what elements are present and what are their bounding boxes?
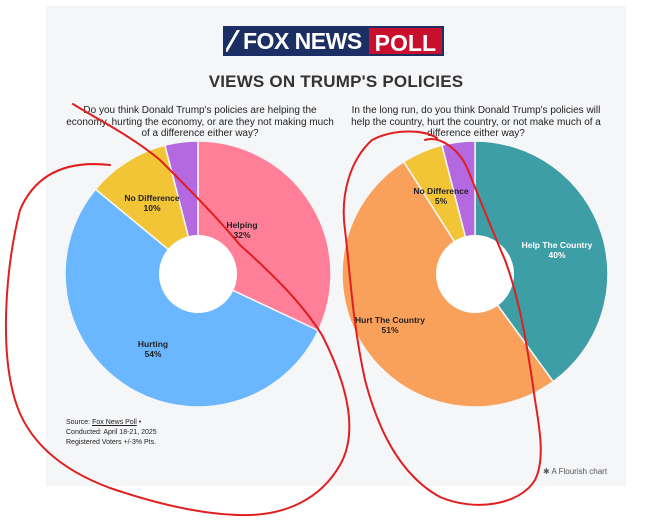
conducted-date: Conducted: April 18-21, 2025 bbox=[66, 429, 157, 436]
question-left: Do you think Donald Trump's policies are… bbox=[66, 105, 334, 139]
question-right: In the long run, do you think Donald Tru… bbox=[351, 105, 601, 139]
fox-news-poll-logo: FOX NEWS POLL bbox=[223, 26, 445, 56]
margin-of-error: Registered Voters +/-3% Pts. bbox=[66, 439, 157, 446]
red-ink-stroke bbox=[4, 103, 351, 517]
slice-label: Help The Country bbox=[522, 240, 593, 250]
donut-hole bbox=[436, 235, 514, 313]
slice-label: Hurting bbox=[138, 339, 168, 349]
logo-fox-news: FOX NEWS bbox=[223, 26, 367, 56]
red-ink-stroke bbox=[342, 130, 542, 506]
source-suffix: • bbox=[136, 419, 142, 426]
source-note: Source: Fox News Poll • Conducted: April… bbox=[66, 418, 157, 448]
slice-value: 10% bbox=[143, 203, 160, 213]
pie-slice-no-difference[interactable] bbox=[94, 144, 200, 277]
logo-poll: POLL bbox=[366, 26, 445, 56]
source-link[interactable]: Fox News Poll bbox=[92, 419, 137, 426]
donut-hole bbox=[159, 235, 237, 313]
slice-label: No Difference bbox=[413, 186, 469, 196]
slice-label: Hurt The Country bbox=[355, 315, 425, 325]
slice-label: No Difference bbox=[124, 193, 180, 203]
pie-slice-help-the-country[interactable] bbox=[474, 140, 609, 383]
slice-value: 54% bbox=[144, 349, 161, 359]
slice-label: Helping bbox=[226, 220, 257, 230]
slice-value: 40% bbox=[548, 250, 565, 260]
slice-value: 5% bbox=[435, 196, 448, 206]
slice-value: 32% bbox=[233, 230, 250, 240]
flourish-credit[interactable]: ✱ A Flourish chart bbox=[543, 467, 608, 476]
slice-value: 51% bbox=[381, 325, 398, 335]
source-prefix: Source: bbox=[66, 419, 93, 426]
red-ink-annotations bbox=[4, 103, 542, 517]
chart-title: VIEWS ON TRUMP'S POLICIES bbox=[208, 72, 464, 91]
